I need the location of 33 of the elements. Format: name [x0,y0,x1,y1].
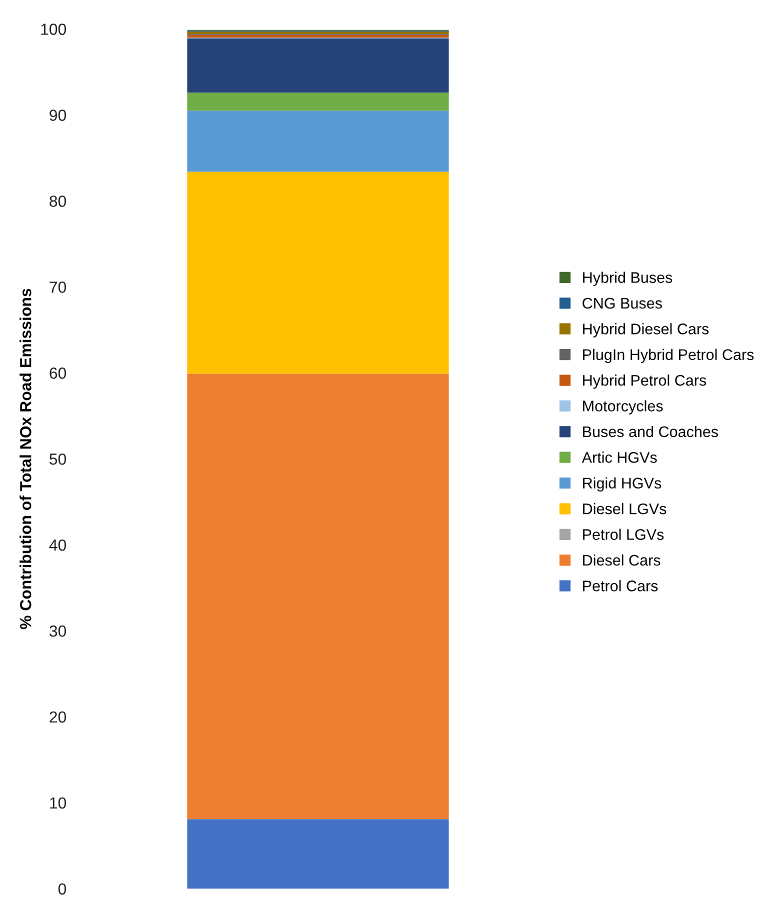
legend-label: Hybrid Petrol Cars [583,374,706,389]
legend-label: PlugIn Hybrid Petrol Cars [583,348,754,364]
y-tick-label: 80 [50,196,66,207]
legend-label: Diesel Cars [583,554,660,566]
y-tick-label: 90 [50,110,66,121]
legend-label: Petrol LGVs [583,528,664,540]
legend-label: Rigid HGVs [583,477,662,492]
legend-label: CNG Buses [582,298,662,309]
y-tick-label: 50 [50,453,66,465]
legend-label: Buses and Coaches [583,426,718,438]
y-tick-label: 40 [49,539,66,551]
bar [187,110,449,172]
bar [187,819,449,889]
legend-label: Artic HGVs [582,452,657,463]
legend-label: Motorcycles [583,400,663,414]
y-tick-label: 70 [50,282,66,293]
bar [187,92,449,111]
bar [187,32,449,34]
y-tick-label: 60 [50,368,66,379]
y-tick-label: 100 [41,24,66,35]
y-axis-title: % Contribution of Total NOx Road Emissions [20,288,32,630]
bar [187,38,449,93]
y-tick-label: 10 [50,797,66,809]
y-tick-label: 30 [50,625,66,637]
legend-label: Petrol Cars [583,580,658,592]
y-tick-label: 20 [50,711,66,723]
legend-label: Diesel LGVs [583,503,666,514]
bar [187,172,449,374]
bar [187,35,449,38]
bar [187,374,449,820]
legend-label: Hybrid Buses [583,272,672,286]
legend-label: Hybrid Diesel Cars [583,323,709,338]
y-tick-label: 0 [58,883,66,895]
